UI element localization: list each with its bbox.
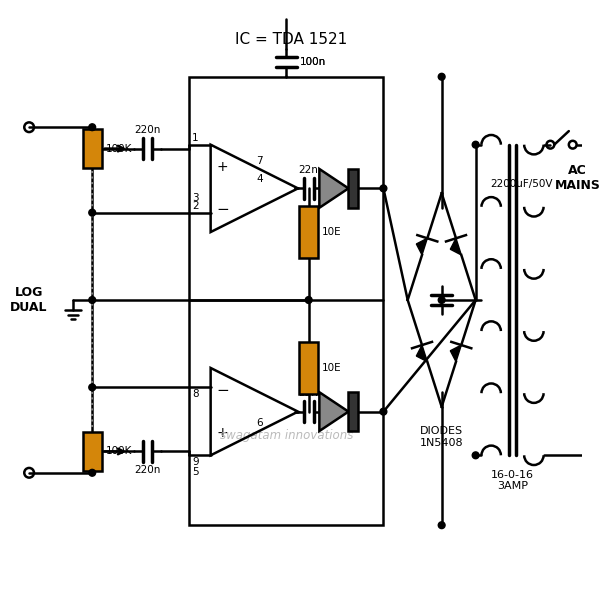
Text: swagatam innovations: swagatam innovations — [220, 430, 353, 442]
Text: 2200uF/50V: 2200uF/50V — [490, 179, 553, 188]
Circle shape — [438, 296, 445, 304]
Text: 3: 3 — [192, 193, 199, 203]
Polygon shape — [416, 238, 427, 255]
Text: −: − — [216, 202, 229, 217]
Text: AC
MAINS: AC MAINS — [554, 164, 600, 192]
Text: 22n: 22n — [299, 165, 319, 175]
Text: 220n: 220n — [134, 465, 161, 475]
Circle shape — [89, 209, 95, 216]
Text: 100K: 100K — [106, 143, 132, 154]
Text: 100n: 100n — [300, 57, 326, 67]
Polygon shape — [319, 392, 349, 431]
Text: 100K: 100K — [106, 446, 132, 457]
Text: 9: 9 — [192, 457, 199, 467]
Circle shape — [380, 185, 387, 192]
Text: LOG
DUAL: LOG DUAL — [10, 286, 48, 314]
Bar — [349, 169, 358, 208]
Text: 10E: 10E — [322, 363, 342, 373]
Bar — [299, 342, 319, 394]
Text: 8: 8 — [192, 389, 199, 400]
Circle shape — [380, 408, 387, 415]
Bar — [83, 432, 102, 471]
Text: 5: 5 — [192, 467, 199, 477]
Circle shape — [305, 296, 312, 304]
Text: 220n: 220n — [134, 125, 161, 135]
Circle shape — [89, 296, 95, 304]
Polygon shape — [451, 345, 461, 362]
Bar — [299, 206, 319, 258]
Text: 100n: 100n — [300, 57, 326, 67]
Circle shape — [89, 124, 95, 131]
Circle shape — [89, 469, 95, 476]
Text: 22n: 22n — [299, 388, 319, 398]
Text: 4: 4 — [256, 173, 263, 184]
Bar — [189, 77, 383, 525]
Text: +: + — [217, 160, 228, 174]
Polygon shape — [416, 345, 427, 362]
Text: 6: 6 — [256, 418, 263, 428]
Text: −: − — [216, 383, 229, 398]
Polygon shape — [451, 238, 461, 255]
Circle shape — [438, 73, 445, 80]
Circle shape — [472, 141, 479, 148]
Text: 7: 7 — [256, 156, 263, 166]
Circle shape — [89, 384, 95, 391]
Text: +: + — [217, 426, 228, 440]
Text: 10E: 10E — [322, 227, 342, 237]
Circle shape — [472, 452, 479, 459]
Bar — [349, 392, 358, 431]
Text: 2: 2 — [192, 200, 199, 211]
Text: IC = TDA 1521: IC = TDA 1521 — [235, 32, 347, 47]
Text: DIODES
1N5408: DIODES 1N5408 — [420, 426, 463, 448]
Bar — [83, 129, 102, 168]
Circle shape — [438, 522, 445, 529]
Polygon shape — [319, 169, 349, 208]
Text: 16-0-16
3AMP: 16-0-16 3AMP — [491, 470, 534, 491]
Text: 1: 1 — [192, 133, 199, 143]
